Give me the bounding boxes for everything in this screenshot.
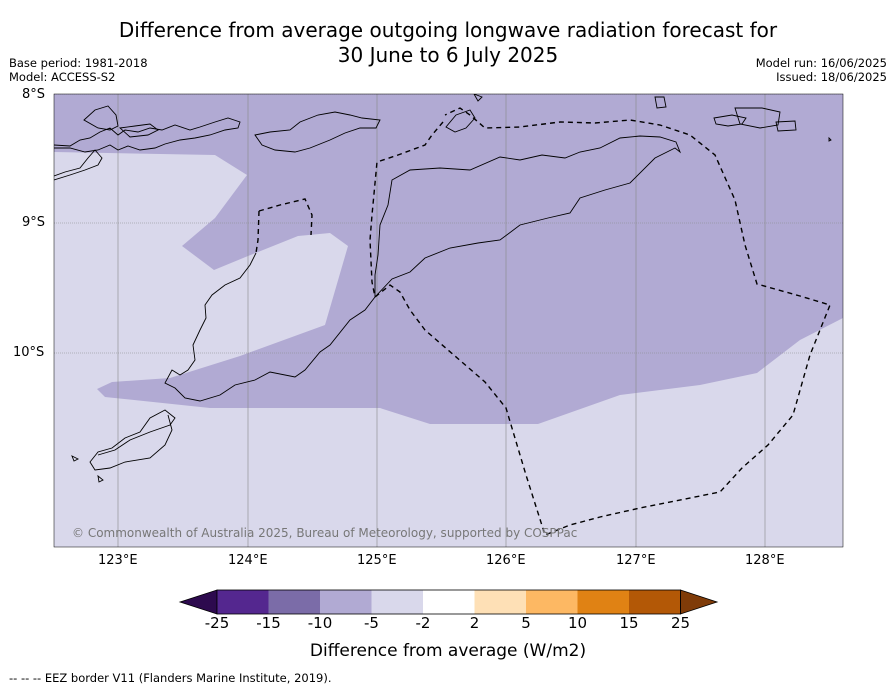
colorbar-segment-7 <box>526 590 578 614</box>
alor-coast <box>254 111 381 153</box>
colorbar-tick: -2 <box>415 614 431 632</box>
lon-label-126e: 126°E <box>486 553 526 568</box>
colorbar-tick: 5 <box>521 614 531 632</box>
colorbar-tick: 25 <box>670 614 691 632</box>
model-run: Model run: 16/06/2025 <box>755 56 887 70</box>
small-island-2 <box>97 474 104 483</box>
lon-label-123e: 123°E <box>98 553 138 568</box>
lon-label-127e: 127°E <box>616 553 656 568</box>
title-line-2: 30 June to 6 July 2025 <box>337 43 559 67</box>
colorbar-segment-8 <box>577 590 629 614</box>
solor-coast <box>54 149 103 181</box>
colorbar-tick: 10 <box>567 614 588 632</box>
map-area <box>54 94 843 547</box>
eez-border-west <box>255 198 313 254</box>
west-timor-coast <box>164 252 376 402</box>
lat-label-10s: 10°S <box>13 345 45 360</box>
island-north-1 <box>83 105 119 131</box>
lat-label-9s: 9°S <box>22 215 46 230</box>
island-atauro <box>473 94 483 102</box>
meta-right: Model run: 16/06/2025 Issued: 18/06/2025 <box>756 56 887 84</box>
issued-date: Issued: 18/06/2025 <box>776 70 887 84</box>
timor-island <box>374 135 682 299</box>
sumba-island <box>89 409 176 471</box>
lon-label-128e: 128°E <box>745 553 785 568</box>
lon-label-124e: 124°E <box>228 553 268 568</box>
colorbar-segment-min <box>178 589 218 615</box>
islet-1 <box>828 136 832 142</box>
coastlines <box>54 94 832 483</box>
colorbar-tick: -15 <box>256 614 281 632</box>
graticule <box>54 94 843 547</box>
meta-left: Base period: 1981-2018 Model: ACCESS-S2 <box>9 56 148 84</box>
island-north-2 <box>118 123 159 138</box>
island-ne-3 <box>734 107 781 129</box>
colorbar <box>178 589 719 615</box>
anomaly-region-medium <box>54 94 843 424</box>
colorbar-tick: -10 <box>307 614 333 632</box>
lon-label-125e: 125°E <box>357 553 397 568</box>
small-island-1 <box>71 455 80 462</box>
colorbar-segment-4 <box>371 590 423 614</box>
colorbar-tick: 15 <box>619 614 639 632</box>
colorbar-label: Difference from average (W/m2) <box>309 641 587 661</box>
colorbar-segment-3 <box>320 590 372 614</box>
title-line-1: Difference from average outgoing longwav… <box>118 18 778 42</box>
eez-footnote: -- -- -- EEZ border V11 (Flanders Marine… <box>9 671 332 685</box>
island-ne-1 <box>654 96 667 109</box>
lat-label-8s: 8°S <box>22 87 46 102</box>
model-name: Model: ACCESS-S2 <box>9 70 116 84</box>
colorbar-segment-max <box>680 589 719 615</box>
colorbar-tick: -25 <box>204 614 230 632</box>
colorbar-tick: -5 <box>364 614 379 632</box>
base-period: Base period: 1981-2018 <box>9 56 148 70</box>
wetar-coast <box>445 109 476 133</box>
island-ne-4 <box>775 120 797 132</box>
colorbar-segment-2 <box>268 590 320 614</box>
colorbar-tick: 2 <box>469 614 480 632</box>
colorbar-segment-1 <box>217 590 269 614</box>
colorbar-segment-9 <box>629 590 681 614</box>
colorbar-segment-6 <box>474 590 526 614</box>
copyright-text: © Commonwealth of Australia 2025, Bureau… <box>72 526 578 540</box>
colorbar-segment-5 <box>423 590 475 614</box>
eez-border <box>369 107 831 536</box>
chart-title: Difference from average outgoing longwav… <box>0 18 896 68</box>
